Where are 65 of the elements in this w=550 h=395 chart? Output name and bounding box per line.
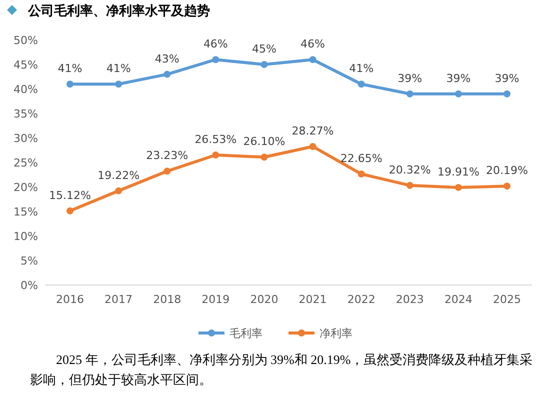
- data-label: 20.32%: [388, 163, 431, 176]
- point: [260, 154, 268, 161]
- legend-label: 净利率: [320, 327, 352, 340]
- data-label: 20.19%: [486, 164, 528, 178]
- point: [358, 170, 365, 178]
- x-tick-label: 2022: [347, 293, 376, 306]
- x-tick-label: 2024: [444, 293, 472, 306]
- y-tick-label: 20%: [14, 181, 38, 194]
- data-label: 23.23%: [146, 149, 188, 162]
- point: [260, 61, 268, 68]
- data-label: 39%: [446, 72, 471, 85]
- point: [66, 80, 74, 88]
- x-tick-label: 2020: [250, 293, 278, 306]
- data-label: 45%: [252, 42, 276, 56]
- point: [504, 182, 510, 190]
- point: [504, 90, 510, 98]
- x-tick-label: 2023: [396, 293, 424, 306]
- data-label: 46%: [203, 38, 228, 51]
- data-label: 26.53%: [194, 133, 237, 146]
- legend-label: 毛利率: [230, 327, 262, 340]
- x-tick-label: 2019: [202, 293, 230, 306]
- y-tick-label: 5%: [20, 254, 38, 268]
- y-tick-label: 50%: [14, 34, 38, 47]
- point: [358, 80, 365, 88]
- point: [164, 168, 171, 175]
- point: [66, 207, 74, 214]
- data-label: 19.22%: [98, 168, 140, 182]
- point: [115, 80, 122, 88]
- point: [406, 182, 414, 189]
- point: [115, 187, 122, 194]
- x-tick-label: 2018: [153, 293, 182, 306]
- y-tick-label: 40%: [14, 83, 38, 96]
- y-tick-label: 30%: [14, 132, 38, 145]
- point: [164, 70, 171, 78]
- data-label: 41%: [58, 62, 82, 76]
- point: [309, 142, 316, 150]
- y-tick-label: 35%: [14, 108, 38, 120]
- text: 2025 年，公司毛利率、净利率分别为 39%和 20.19%，虽然受消费降级及种植牙集采影响，但仍处于较高水平区间。: [30, 351, 534, 389]
- chart-title: 公司毛利率、净利率水平及趋势: [27, 3, 210, 19]
- point: [454, 90, 462, 98]
- data-label: 28.27%: [292, 124, 334, 138]
- data-label: 43%: [154, 52, 180, 66]
- y-tick-label: 15%: [14, 206, 38, 218]
- data-label: 15.12%: [49, 188, 91, 202]
- x-tick-label: 2017: [104, 293, 133, 306]
- data-label: 39%: [494, 72, 520, 85]
- data-label: 39%: [398, 72, 422, 85]
- point: [212, 56, 220, 64]
- data-label: 22.65%: [340, 152, 382, 166]
- x-tick-label: 2021: [298, 293, 327, 306]
- point: [406, 90, 414, 98]
- x-tick-label: 2025: [493, 293, 521, 306]
- point: [454, 184, 462, 191]
- data-label: 46%: [300, 38, 326, 51]
- y-tick-label: 25%: [14, 156, 38, 170]
- point: [212, 152, 220, 159]
- x-tick-label: 2016: [56, 293, 84, 306]
- data-label: 26.10%: [243, 135, 286, 148]
- point: [309, 56, 316, 64]
- y-tick-label: 0%: [20, 279, 38, 292]
- y-tick-label: 45%: [14, 58, 38, 72]
- data-label: 41%: [349, 62, 374, 76]
- y-tick-label: 10%: [14, 230, 38, 243]
- data-label: 41%: [106, 62, 131, 76]
- data-label: 19.91%: [437, 165, 480, 178]
